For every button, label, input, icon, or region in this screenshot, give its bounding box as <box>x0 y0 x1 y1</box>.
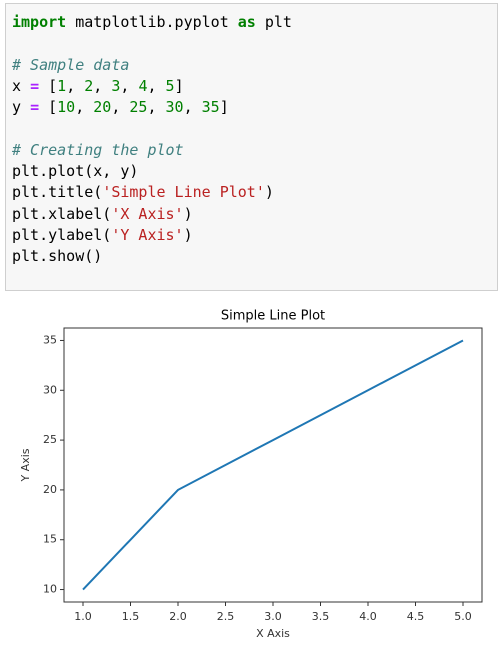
x-tick-label: 5.0 <box>454 610 472 623</box>
chart: Simple Line Plot X Axis Y Axis 1.0 1.5 2.0… <box>19 309 483 640</box>
code-token: ) <box>183 225 193 244</box>
code-token: y <box>12 98 31 117</box>
code-token: , <box>120 76 139 95</box>
code-token: as <box>237 13 256 31</box>
code-token: plt <box>255 13 292 31</box>
code-token: # Creating the plot <box>12 140 184 159</box>
code-token: ) <box>183 204 193 223</box>
code-line: plt.ylabel('Y Axis') <box>12 225 497 246</box>
code-token: 'X Axis' <box>111 204 184 223</box>
y-axis-label: Y Axis <box>19 448 32 482</box>
code-line: # Creating the plot <box>12 140 497 161</box>
x-tick-label: 2.5 <box>217 610 235 623</box>
code-token: , <box>111 98 130 117</box>
code-token: matplotlib.pyplot <box>66 13 238 31</box>
x-tick-label: 1.0 <box>74 610 92 623</box>
code-token: , <box>66 76 85 95</box>
code-token: 30 <box>165 98 184 117</box>
code-token: x <box>12 76 31 95</box>
code-cell: import matplotlib.pyplot as plt # Sample … <box>5 3 498 291</box>
chart-title: Simple Line Plot <box>221 309 325 324</box>
code-token: 'Y Axis' <box>111 225 184 244</box>
code-line: y = [10, 20, 25, 30, 35] <box>12 97 497 118</box>
code-token: 5 <box>165 76 175 95</box>
code-line: plt.xlabel('X Axis') <box>12 204 497 225</box>
code-token: ) <box>264 183 274 202</box>
code-token: , <box>183 98 202 117</box>
y-tick-label: 35 <box>43 333 57 346</box>
code-block: import matplotlib.pyplot as plt <box>12 12 497 33</box>
code-token: 1 <box>57 76 67 95</box>
code-token: 2 <box>84 76 94 95</box>
code-token: plt.show() <box>12 247 103 266</box>
code-token: = <box>30 76 40 95</box>
code-token: 20 <box>93 98 112 117</box>
code-token: # Sample data <box>12 55 130 74</box>
y-tick-label: 25 <box>43 433 57 446</box>
code-token: , <box>147 76 166 95</box>
code-token: [ <box>39 98 58 117</box>
y-tick-label: 20 <box>43 483 57 496</box>
x-tick-label: 4.5 <box>407 610 425 623</box>
code-token: plt.ylabel( <box>12 225 112 244</box>
code-token: 'Simple Line Plot' <box>102 183 265 202</box>
y-tick-label: 15 <box>43 533 57 546</box>
axes-frame <box>63 327 483 603</box>
code-token: ] <box>174 76 184 95</box>
code-token: 10 <box>57 98 76 117</box>
x-tick-label: 3.5 <box>312 610 330 623</box>
code-token: plt.title( <box>12 183 103 202</box>
y-tick-label: 30 <box>43 383 57 396</box>
code-token: plt.xlabel( <box>12 204 112 223</box>
code-token: , <box>93 76 112 95</box>
code-line: x = [1, 2, 3, 4, 5] <box>12 76 497 97</box>
x-tick-label: 2.0 <box>169 610 187 623</box>
y-tick-label: 10 <box>43 583 57 596</box>
code-line: plt.show() <box>12 246 497 267</box>
code-token: = <box>30 98 40 117</box>
code-token: plt.plot(x, y) <box>12 162 139 181</box>
x-tick-label: 4.0 <box>359 610 377 623</box>
code-line: import matplotlib.pyplot as plt <box>12 12 497 33</box>
code-token: 3 <box>111 76 121 95</box>
code-token: 4 <box>138 76 148 95</box>
code-token: 25 <box>129 98 148 117</box>
code-token: 35 <box>201 98 220 117</box>
code-token: [ <box>39 76 58 95</box>
code-token: , <box>75 98 94 117</box>
code-line: # Sample data <box>12 55 497 76</box>
x-tick-label: 3.0 <box>264 610 282 623</box>
code-token: ] <box>219 98 229 117</box>
x-tick-label: 1.5 <box>122 610 140 623</box>
code-token: , <box>147 98 166 117</box>
code-block: # Creating the plot plt.plot(x, y) plt.tit… <box>12 140 497 268</box>
code-token: import <box>12 13 67 31</box>
code-block: # Sample data x = [1, 2, 3, 4, 5] y = [10,… <box>12 55 497 119</box>
code-line: plt.title('Simple Line Plot') <box>12 182 497 203</box>
code-line: plt.plot(x, y) <box>12 161 497 182</box>
x-axis-label: X Axis <box>256 627 290 640</box>
line-series <box>82 339 464 591</box>
